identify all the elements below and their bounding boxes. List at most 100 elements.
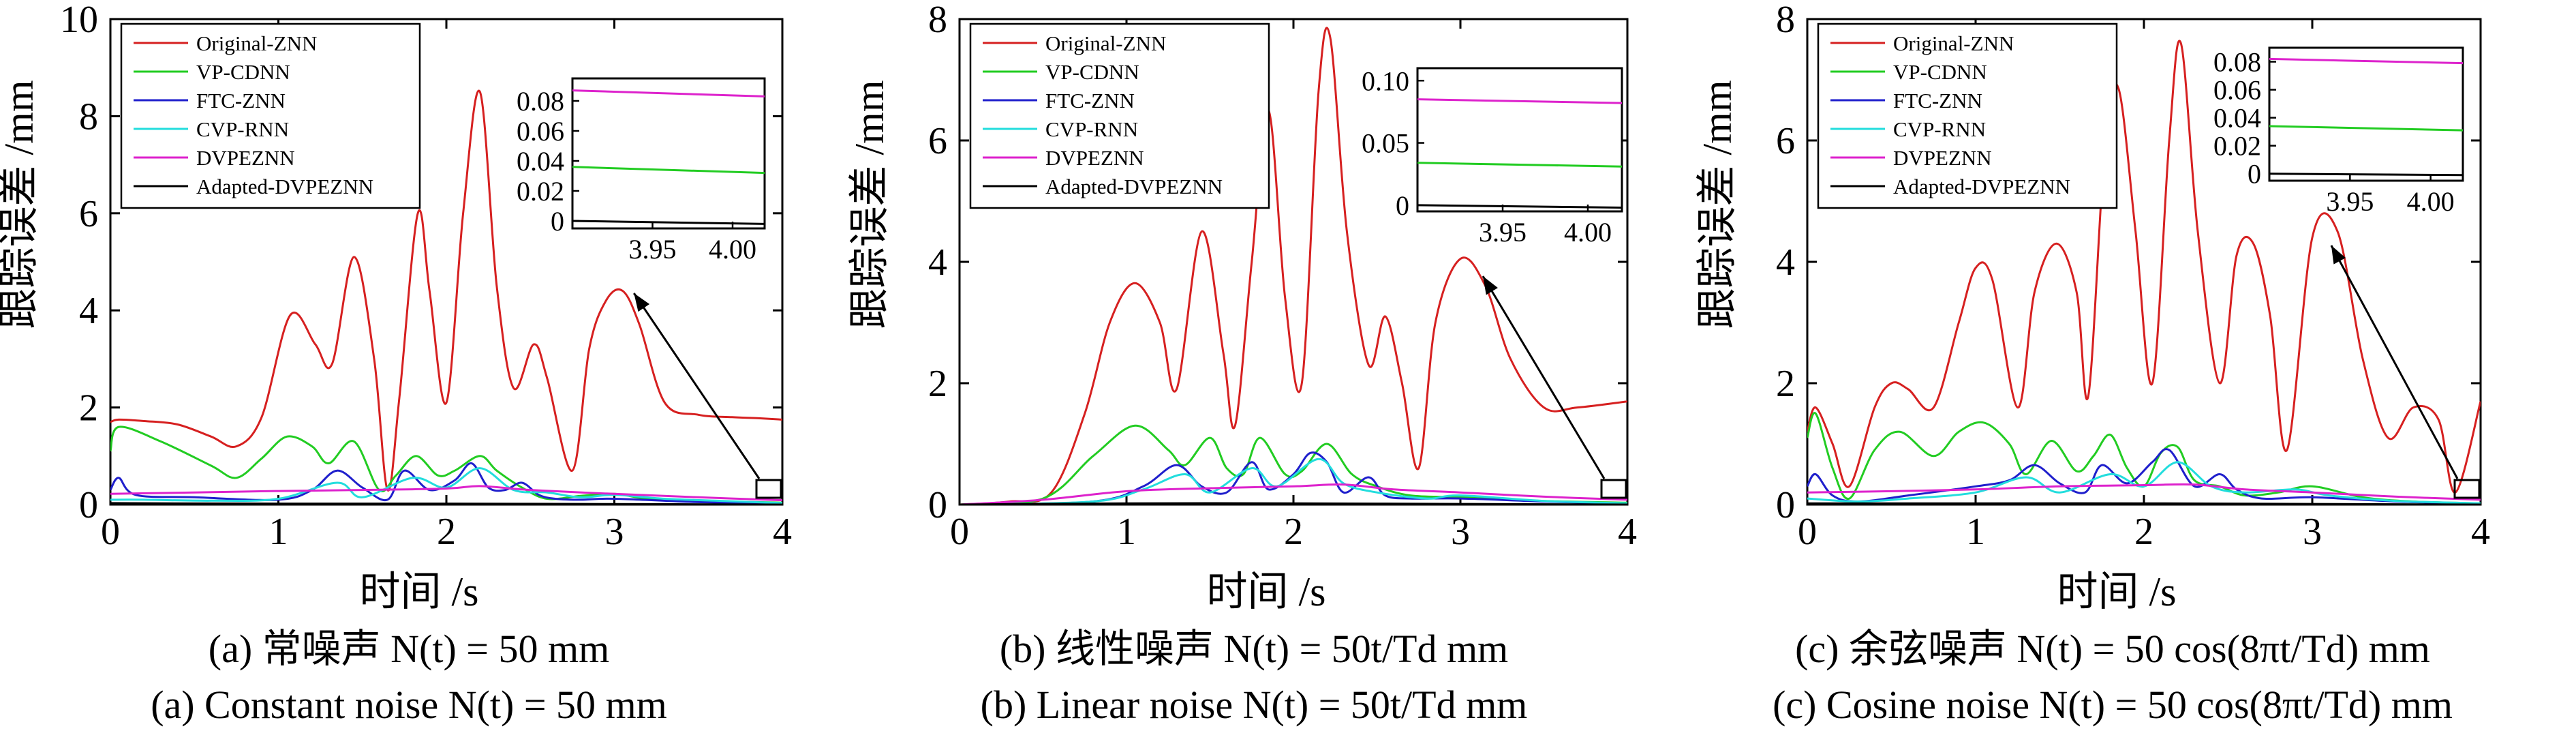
- inset: 3.95 4.00 00.020.040.060.08: [2213, 46, 2464, 217]
- x-tick-label: 3: [605, 511, 624, 553]
- x-tick-label: 4: [773, 511, 792, 553]
- legend-label: Adapted-DVPEZNN: [196, 175, 373, 198]
- x-tick-label: 1: [1966, 511, 1985, 553]
- inset-y-tick-label: 0: [2248, 159, 2261, 190]
- y-tick-label: 4: [1776, 241, 1795, 284]
- y-tick-label: 4: [79, 290, 98, 332]
- inset: 3.95 4.00 00.020.040.060.08: [517, 77, 766, 265]
- y-tick-label: 0: [928, 484, 947, 526]
- y-tick-label: 10: [60, 0, 98, 41]
- series-line-vp-cdnn: [1807, 412, 2481, 505]
- inset-y-tick-label: 0.02: [2213, 131, 2261, 162]
- series-line-adapted-dvpeznn: [1807, 502, 2481, 505]
- x-tick-label: 0: [101, 511, 120, 553]
- y-axis-label: 跟踪误差 /mm: [1695, 80, 1740, 329]
- caption-en-c: (c) Cosine noise N(t) = 50 cos(8πt/Td) m…: [1773, 683, 2453, 727]
- legend-box: [969, 23, 1270, 209]
- series-group: [1807, 40, 2481, 505]
- caption-cn-c: (c) 余弦噪声 N(t) = 50 cos(8πt/Td) mm: [1795, 627, 2430, 671]
- legend-label: Original-ZNN: [1893, 31, 2014, 55]
- series-line-ftc-znn: [110, 462, 782, 505]
- zoom-arrow: [632, 293, 761, 479]
- inset-y-tick-label: 0.06: [2213, 75, 2261, 106]
- inset-box: [2268, 46, 2464, 182]
- y-tick-label: 6: [928, 120, 947, 162]
- inset-x-tick-label: 3.95: [2326, 186, 2374, 217]
- inset-series-line: [1417, 162, 1623, 168]
- legend-label: CVP-RNN: [1045, 117, 1138, 141]
- legend-label: DVPEZNN: [196, 146, 295, 170]
- panel-1: 0 1 2 3 4 0 2 4 6 8 时间 /s 跟踪误差 /mm Original-ZNN VP-CD…: [847, 0, 1637, 614]
- legend-label: VP-CDNN: [1893, 60, 1987, 84]
- legend-label: FTC-ZNN: [1893, 89, 1982, 113]
- series-line-original-znn: [110, 89, 782, 492]
- y-tick-label: 4: [928, 241, 947, 284]
- x-tick-label: 4: [1618, 511, 1637, 553]
- y-tick-label: 0: [1776, 484, 1795, 526]
- series-line-dvpeznn: [960, 483, 1627, 505]
- zoom-arrow: [1482, 275, 1606, 479]
- inset-y-tick-label: 0: [1396, 190, 1409, 221]
- caption-en-b: (b) Linear noise N(t) = 50t/Td mm: [980, 683, 1528, 727]
- caption-cn-b: (b) 线性噪声 N(t) = 50t/Td mm: [999, 627, 1509, 671]
- inset-series-line: [2269, 57, 2464, 65]
- legend-box: [1817, 23, 2118, 209]
- zoom-arrow-head: [634, 293, 650, 312]
- series-group: [110, 89, 782, 505]
- inset-y-tick-label: 0.10: [1362, 65, 1409, 96]
- inset-y-tick-label: 0: [551, 206, 564, 237]
- legend-label: FTC-ZNN: [196, 89, 286, 113]
- y-tick-label: 6: [1776, 120, 1795, 162]
- x-axis-label: 时间 /s: [2057, 569, 2176, 614]
- y-tick-label: 6: [79, 193, 98, 235]
- x-axis-label: 时间 /s: [1206, 569, 1325, 614]
- series-line-vp-cdnn: [110, 425, 782, 504]
- legend-label: VP-CDNN: [1045, 60, 1139, 84]
- legend-label: Adapted-DVPEZNN: [1045, 175, 1223, 198]
- panel-2: 0 1 2 3 4 0 2 4 6 8 时间 /s 跟踪误差 /mm Original-ZNN VP-CD…: [1695, 0, 2490, 614]
- inset-y-tick-label: 0.04: [2213, 103, 2261, 134]
- inset-x-tick-label: 3.95: [1479, 217, 1527, 248]
- y-tick-label: 0: [79, 484, 98, 526]
- inset: 3.95 4.00 0 0.05 0.10: [1362, 65, 1623, 248]
- x-tick-label: 2: [2134, 511, 2153, 553]
- x-axis-label: 时间 /s: [359, 569, 478, 614]
- x-tick-label: 2: [1284, 511, 1303, 553]
- y-tick-label: 2: [1776, 363, 1795, 405]
- zoom-arrow-head: [2331, 245, 2346, 265]
- x-tick-label: 1: [1117, 511, 1136, 553]
- legend-label: CVP-RNN: [1893, 117, 1986, 141]
- series-line-cvp-rnn: [1807, 461, 2481, 505]
- inset-box: [1416, 67, 1623, 213]
- series-line-cvp-rnn: [960, 458, 1627, 505]
- y-tick-label: 8: [79, 95, 98, 138]
- series-line-adapted-dvpeznn: [960, 502, 1627, 505]
- inset-box: [571, 77, 766, 230]
- y-tick-label: 8: [928, 0, 947, 41]
- inset-y-tick-label: 0.04: [517, 146, 564, 177]
- inset-series-line: [572, 166, 765, 175]
- legend-label: Original-ZNN: [1045, 31, 1166, 55]
- inset-y-tick-label: 0.02: [517, 176, 564, 207]
- series-line-cvp-rnn: [110, 467, 782, 505]
- series-line-original-znn: [1807, 40, 2481, 494]
- legend-label: DVPEZNN: [1893, 146, 1992, 170]
- inset-y-tick-label: 0.06: [517, 116, 564, 147]
- series-group: [960, 27, 1627, 505]
- caption-cn-a: (a) 常噪声 N(t) = 50 mm: [208, 627, 610, 671]
- x-tick-label: 0: [1798, 511, 1817, 553]
- inset-x-tick-label: 4.00: [709, 234, 756, 265]
- caption-en-a: (a) Constant noise N(t) = 50 mm: [151, 683, 667, 727]
- zoom-marker: [755, 479, 782, 499]
- series-line-ftc-znn: [960, 451, 1627, 505]
- x-tick-label: 3: [1451, 511, 1470, 553]
- legend-label: Original-ZNN: [196, 31, 317, 55]
- x-tick-label: 4: [2471, 511, 2490, 553]
- y-tick-label: 2: [928, 363, 947, 405]
- x-tick-label: 1: [269, 511, 288, 553]
- inset-series-line: [572, 89, 765, 98]
- legend-box: [120, 23, 421, 209]
- inset-y-tick-label: 0.08: [2213, 47, 2261, 78]
